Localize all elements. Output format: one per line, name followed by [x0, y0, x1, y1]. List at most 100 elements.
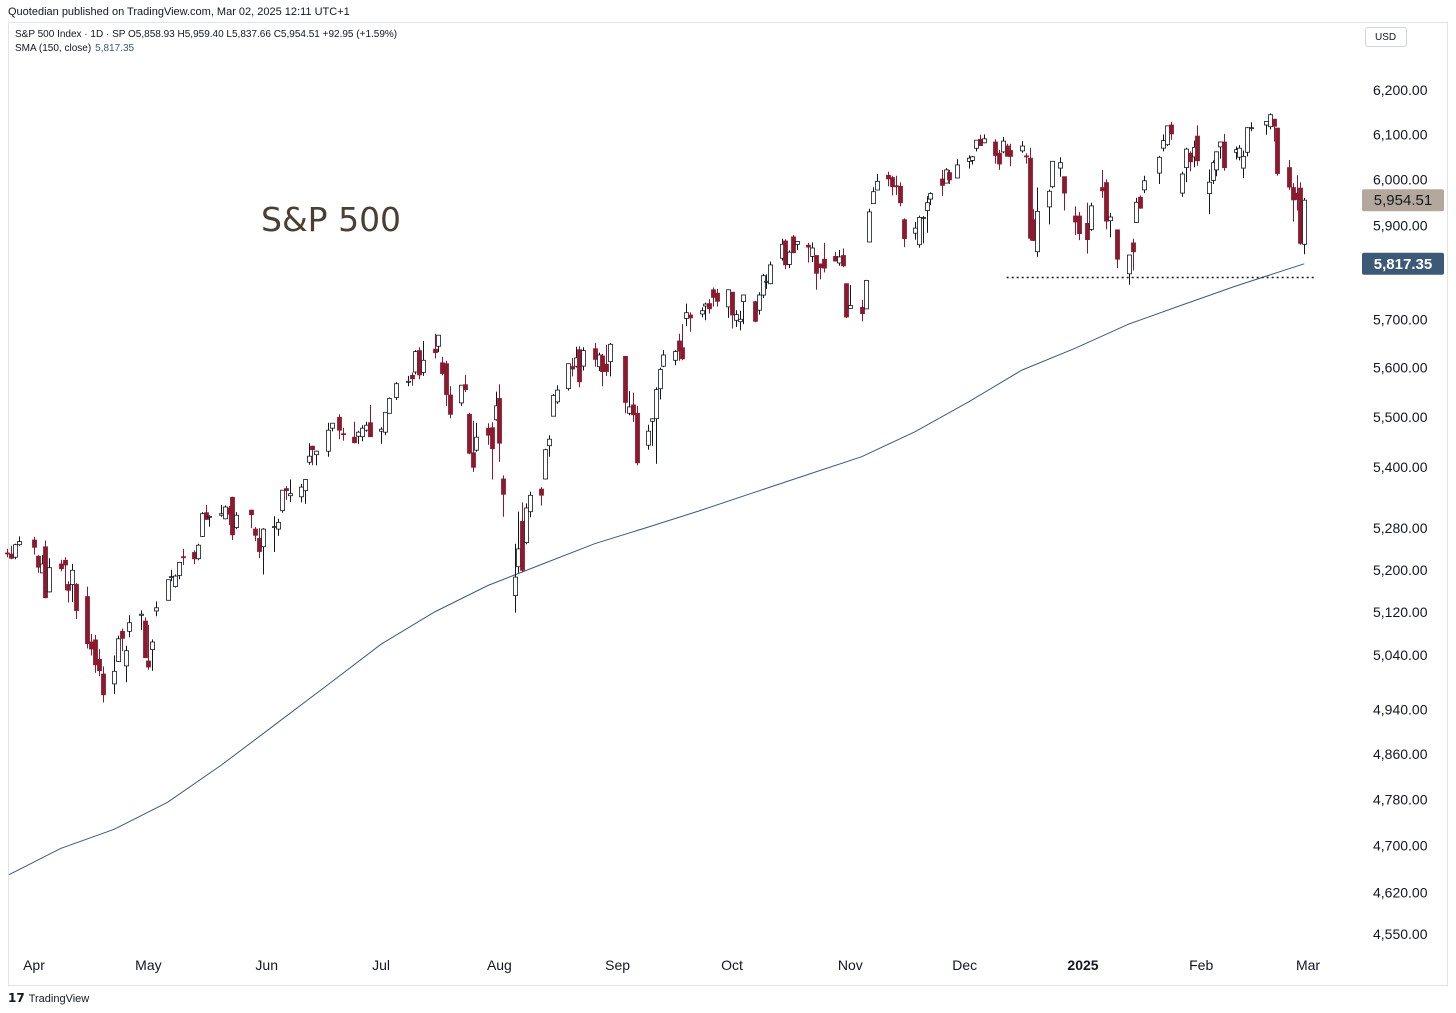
- candle-up: [551, 394, 556, 417]
- candle-up: [608, 342, 613, 377]
- candle-down: [1287, 160, 1292, 190]
- axis-layer: 6,200.00 6,100.00 6,000.00 5,900.00 5,700.00…: [23, 82, 1444, 973]
- candle-body: [337, 416, 342, 431]
- candle-body: [635, 412, 640, 464]
- candle-body: [1195, 135, 1200, 162]
- candle-body: [32, 539, 37, 548]
- candle-down: [1222, 133, 1227, 171]
- candle-up: [928, 192, 933, 205]
- candle-body: [783, 240, 788, 266]
- candle-body: [444, 363, 449, 395]
- candle-down: [947, 169, 952, 184]
- candle-up: [726, 289, 731, 318]
- candle-down: [1138, 195, 1143, 209]
- candle-body: [63, 559, 68, 566]
- candle-up: [661, 350, 666, 368]
- candle-up: [566, 363, 571, 391]
- candle-down: [444, 360, 449, 406]
- candle-down: [1188, 151, 1193, 172]
- candle-body: [299, 486, 304, 498]
- candle-body: [814, 255, 819, 274]
- candle-up: [379, 427, 384, 444]
- y-tick-label: 4,780.00: [1373, 792, 1428, 808]
- candle-body: [1207, 181, 1212, 194]
- candle-down: [1275, 127, 1280, 176]
- candle-down: [833, 251, 838, 262]
- currency-button[interactable]: USD: [1365, 27, 1407, 47]
- candle-body: [1272, 118, 1277, 127]
- candle-down: [341, 427, 346, 441]
- candle-down: [902, 218, 907, 248]
- candle-body: [181, 556, 186, 559]
- candle-down: [1100, 169, 1105, 198]
- candle-down: [181, 548, 186, 565]
- candle-down: [844, 283, 849, 318]
- candle-body: [1115, 229, 1120, 260]
- chart-annotation-text[interactable]: S&P 500: [261, 200, 402, 239]
- candle-up: [761, 273, 766, 298]
- candle-down: [490, 422, 495, 480]
- candle-body: [1089, 205, 1094, 230]
- candle-down: [1077, 211, 1082, 241]
- sma-legend[interactable]: SMA (150, close) 5,817.35: [15, 43, 134, 54]
- candle-up: [1237, 145, 1242, 161]
- symbol-legend[interactable]: S&P 500 Index · 1D · SP O5,858.93 H5,959…: [15, 29, 398, 40]
- candle-down: [520, 502, 525, 573]
- candle-body: [577, 349, 582, 383]
- candle-up: [1214, 151, 1219, 177]
- candle-body: [1218, 141, 1223, 148]
- candle-down: [677, 333, 682, 361]
- candle-up: [955, 159, 960, 179]
- candle-up: [1207, 169, 1212, 215]
- candle-body: [970, 156, 975, 161]
- candle-down: [539, 487, 544, 506]
- candle-up: [364, 421, 369, 432]
- candle-down: [635, 405, 640, 466]
- candle-body: [551, 395, 556, 417]
- candle-down: [448, 386, 453, 419]
- candle-up: [1108, 212, 1113, 238]
- publisher-credit: Quotedian published on TradingView.com, …: [8, 6, 350, 18]
- candle-up: [581, 347, 586, 371]
- candle-up: [314, 450, 319, 466]
- candle-body: [406, 380, 411, 383]
- candle-up: [524, 503, 529, 545]
- candle-body: [711, 289, 716, 298]
- candle-up: [734, 310, 739, 327]
- candle-up: [654, 387, 659, 464]
- candle-down: [570, 357, 575, 377]
- tradingview-brand[interactable]: 𝟭𝟳 TradingView: [8, 991, 89, 1005]
- candle-up: [1218, 141, 1223, 159]
- candle-up: [116, 635, 121, 662]
- candle-body: [1214, 151, 1219, 171]
- candle-body: [1073, 215, 1078, 223]
- candle-body: [326, 429, 331, 452]
- candle-body: [844, 283, 849, 318]
- candle-body: [650, 418, 655, 422]
- candle-down: [310, 445, 315, 466]
- candle-up: [303, 479, 308, 504]
- candle-body: [261, 528, 266, 548]
- candle-up: [646, 424, 651, 450]
- candle-body: [47, 567, 52, 593]
- candle-body: [146, 660, 151, 668]
- candle-up: [177, 561, 182, 580]
- candle-up: [810, 242, 815, 262]
- candle-down: [1073, 206, 1078, 235]
- candle-body: [1169, 124, 1174, 135]
- candle-body: [101, 673, 106, 696]
- y-tick-label: 6,100.00: [1373, 126, 1428, 142]
- candle-up: [700, 307, 705, 318]
- candle-body: [726, 289, 731, 308]
- candle-body: [368, 422, 373, 438]
- candle-body: [417, 350, 422, 376]
- candle-down: [1131, 238, 1136, 271]
- candle-body: [913, 227, 918, 234]
- candle-body: [1008, 150, 1013, 157]
- candle-up: [921, 216, 926, 244]
- candle-up: [1127, 254, 1132, 285]
- candle-up: [394, 382, 399, 400]
- candle-body: [566, 363, 571, 390]
- candle-body: [917, 216, 922, 246]
